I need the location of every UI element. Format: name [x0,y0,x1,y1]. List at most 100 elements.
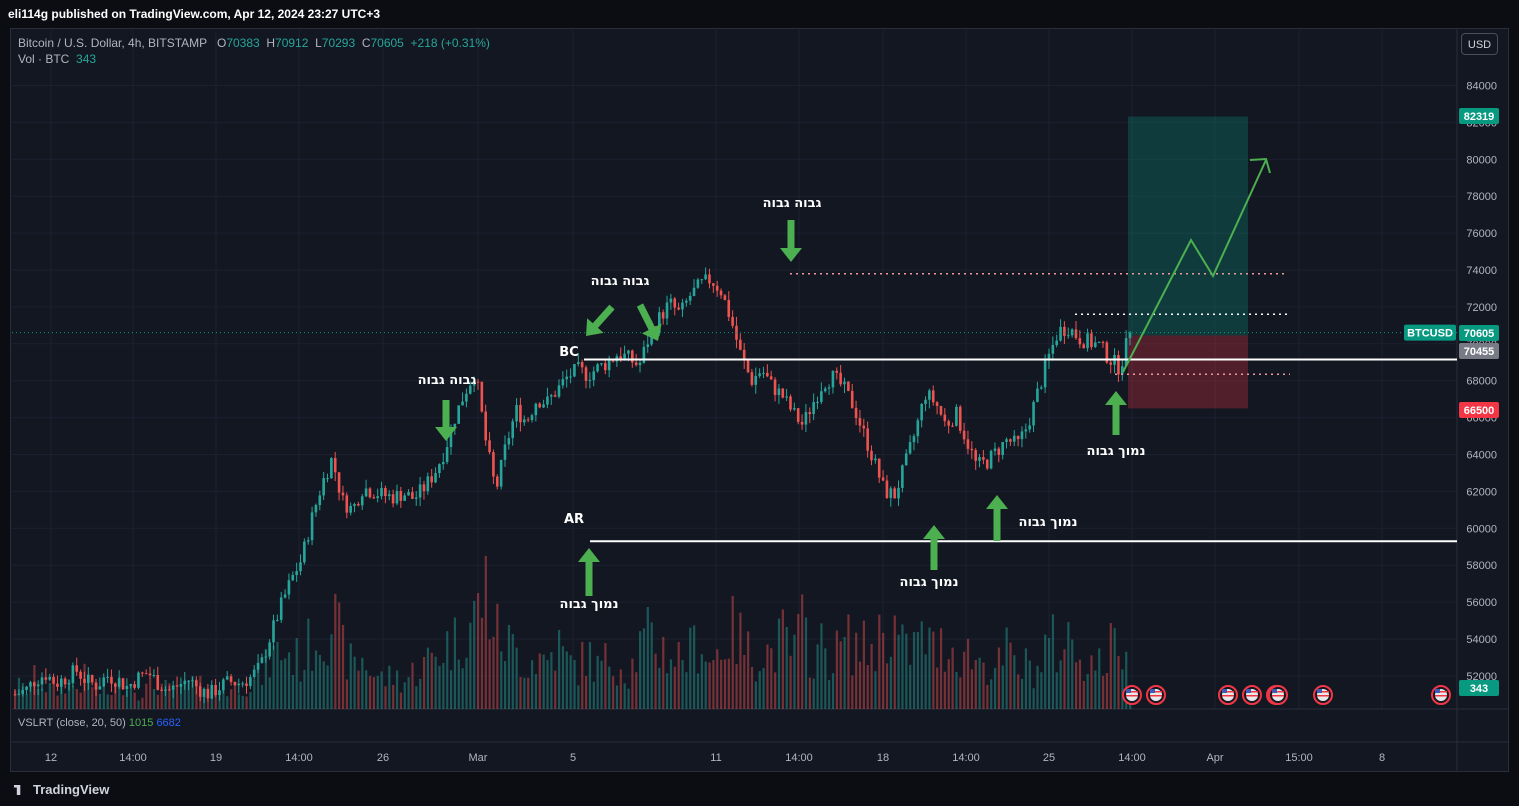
candle-body [229,676,233,682]
x-tick-label: 25 [1043,752,1055,764]
volume-bar [1101,675,1105,709]
y-tick-label: 60000 [1466,523,1497,535]
candle-body [951,425,954,427]
candle-body [83,678,86,683]
symbol-name[interactable]: Bitcoin / U.S. Dollar, 4h, BITSTAMP [18,36,207,50]
volume-bar [145,683,148,709]
candle-body [939,405,943,415]
volume-bar [314,650,318,709]
candle-body [789,396,792,410]
candle-body [44,677,48,680]
candle-body [283,594,287,598]
candle-body [137,672,140,688]
flag-stripe [1317,691,1329,693]
candle-body [881,477,885,481]
candle-body [25,686,28,691]
candle-body [669,298,673,303]
volume-bar [37,688,40,709]
flag-stripe [1126,695,1138,697]
candle-body [576,362,580,364]
x-tick-label: 14:00 [285,752,313,764]
candle-body [978,457,981,461]
candle-body [372,497,376,499]
candle-body [241,683,244,685]
volume-label[interactable]: Vol · BTC [18,52,70,66]
volume-bar [434,656,437,709]
volume-bar [249,692,252,709]
candle-body [407,492,410,496]
volume-bar [766,644,769,709]
candle-body [947,421,950,426]
event-flag-icon[interactable] [1218,685,1238,705]
candle-body [688,295,692,301]
y-tick-label: 54000 [1466,634,1497,646]
x-tick-label: 15:00 [1285,752,1313,764]
price-label: 70455 [1464,346,1495,358]
candle-body [781,388,785,398]
event-flag-icon[interactable] [1268,685,1288,705]
candle-body [600,363,603,365]
candle-body [330,458,333,479]
y-tick-label: 74000 [1466,265,1497,277]
volume-bar [615,685,619,709]
volume-bar [700,654,703,709]
candle-body [704,274,707,280]
volume-bar [276,641,279,709]
flag-stripe [1246,695,1258,697]
candle-body [17,693,21,695]
volume-bar [716,649,719,709]
volume-bar [500,651,503,709]
candle-body [603,363,607,371]
volume-bar [970,669,974,709]
candle-body [982,457,985,460]
candle-body [249,677,252,686]
candle-body [299,562,302,572]
candle-body [387,494,391,497]
volume-bar [959,677,962,709]
volume-bar [149,677,152,709]
candle-body [804,412,808,425]
event-flag-icon[interactable] [1313,685,1333,705]
volume-bar [874,671,877,709]
candle-body [179,683,183,687]
candle-body [816,401,819,403]
candle-body [445,447,449,463]
candle-body [673,298,677,308]
volume-bar [48,682,51,709]
candle-body [488,440,491,453]
price-label-box [1459,325,1499,341]
volume-bar [847,614,850,709]
event-flag-icon[interactable] [1122,685,1142,705]
flag-stripe [1317,695,1329,697]
volume-bar [496,603,499,709]
x-tick-label: 14:00 [1118,752,1146,764]
event-flag-icon[interactable] [1146,685,1166,705]
candle-body [1082,344,1086,349]
volume-bar [901,624,904,709]
volume-bar [712,659,715,709]
volume-bar [388,665,391,709]
candle-body [893,488,896,499]
volume-bar [1017,674,1020,709]
candle-body [268,642,271,657]
volume-bar [831,673,835,709]
candle-body [368,488,372,498]
event-flag-icon[interactable] [1242,685,1262,705]
volume-bar [642,628,646,709]
candle-body [1105,342,1109,363]
arrow-shape [1105,391,1127,435]
event-flag-icon[interactable] [1431,685,1451,705]
currency-button[interactable]: USD [1461,33,1498,55]
candle-body [677,307,680,310]
open-label: O [216,36,227,50]
indicator-name[interactable]: VSLRT (close, 20, 50) [18,717,126,729]
candle-body [144,673,148,675]
tradingview-logo[interactable]: TradingView [14,782,109,797]
volume-bar [696,673,700,709]
volume-bar [523,677,526,709]
candle-body [627,350,630,354]
volume-bar [654,653,657,709]
volume-bar [264,648,267,709]
volume-bar [430,652,433,709]
